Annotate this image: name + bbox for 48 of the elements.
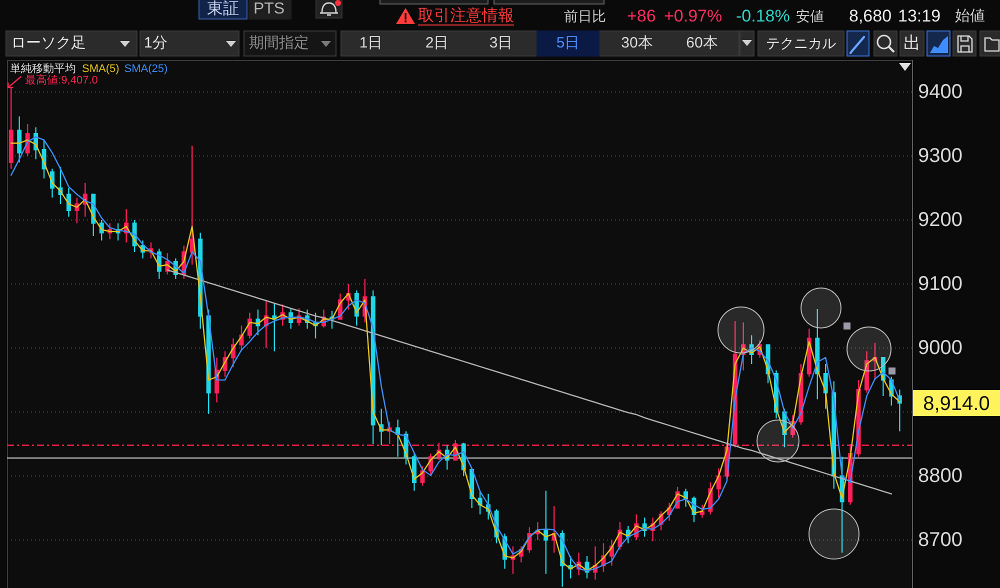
candlestick (17, 116, 22, 163)
y-tick-label: 9200 (918, 209, 962, 231)
text: 8,680 (849, 6, 892, 26)
legend-title: 単純移動平均 (10, 63, 76, 75)
text: テクニカル (766, 35, 836, 51)
text: SMA(5) (82, 63, 120, 75)
text: 取引注意情報 (418, 6, 514, 24)
candlestick (272, 302, 277, 352)
text: PTS (253, 0, 285, 18)
y-tick-label: 9300 (918, 145, 962, 167)
candlestick (684, 488, 688, 508)
candlestick (609, 539, 614, 566)
text: 安値 (796, 8, 824, 24)
text: 5日 (556, 34, 580, 52)
text: 8,914.0 (923, 393, 990, 416)
text: 13:19 (898, 6, 941, 26)
candlestick (247, 312, 252, 339)
candlestick (716, 468, 721, 499)
y-tick-label: 9400 (918, 81, 962, 103)
text: 2日 (425, 34, 449, 52)
candlestick (190, 145, 194, 266)
text: SMA(25) (124, 63, 168, 75)
text: 前日比 (564, 8, 606, 24)
annotation: 最高値:9,407.0 (25, 74, 98, 87)
text: +86 (627, 6, 656, 26)
text: 60本 (686, 34, 718, 52)
y-tick-label: 9100 (918, 273, 962, 295)
y-tick-label: 8800 (918, 465, 962, 487)
text: +0.97% (664, 6, 722, 26)
y-tick-label: 9000 (918, 337, 962, 359)
y-tick-label: 8700 (918, 529, 962, 551)
candlestick (700, 504, 704, 518)
candlestick (478, 491, 482, 515)
candlestick (256, 309, 260, 336)
text: 3日 (489, 34, 513, 52)
text: 30本 (621, 34, 653, 52)
candlestick (396, 419, 400, 458)
candlestick (544, 490, 548, 575)
text: 1分 (144, 34, 168, 52)
text: 東証 (207, 0, 239, 18)
candlestick (66, 187, 71, 218)
text: -0.18% (736, 6, 790, 26)
text: 始値 (955, 8, 985, 24)
candlestick (264, 300, 268, 349)
text: 出 (904, 34, 920, 52)
text: 1日 (359, 34, 383, 52)
text: 期間指定 (249, 34, 309, 52)
text: ローソク足 (11, 34, 86, 52)
